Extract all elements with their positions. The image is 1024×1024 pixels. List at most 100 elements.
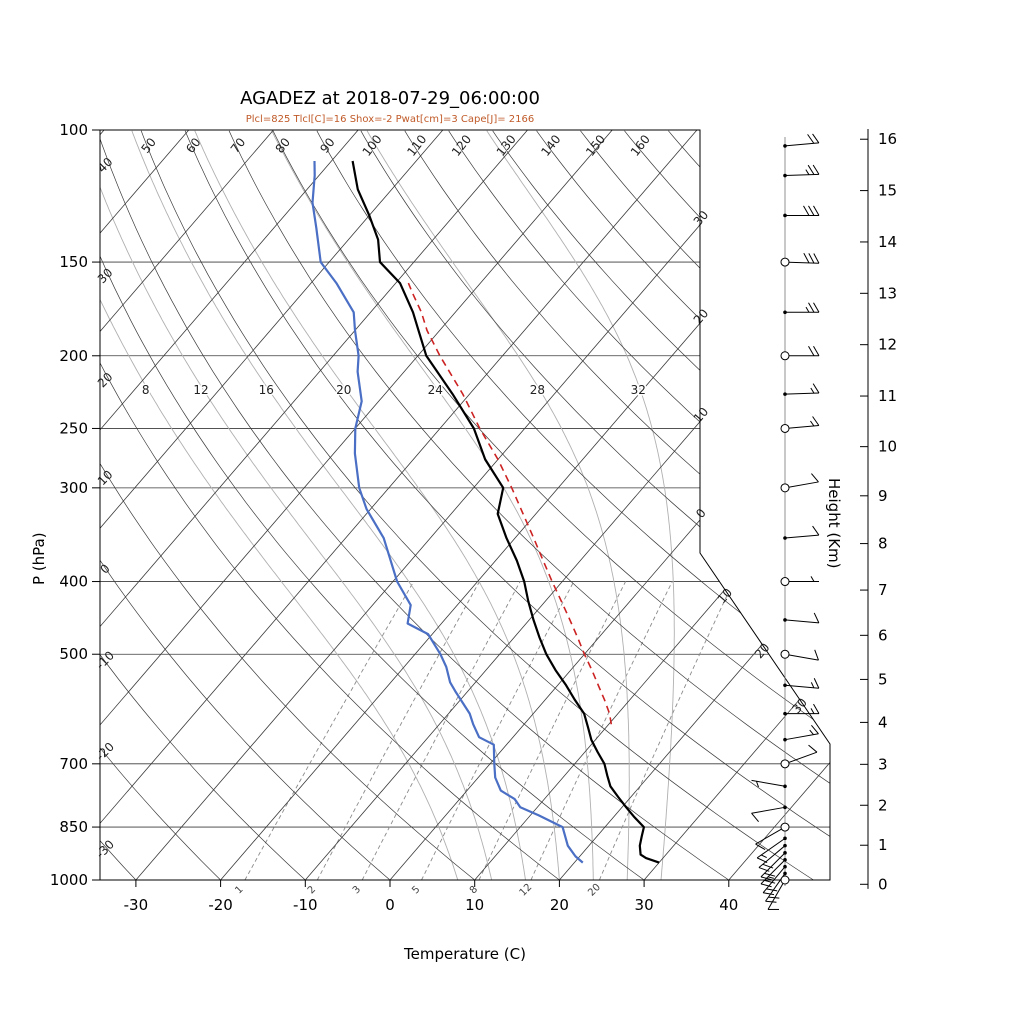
wind-barb — [756, 837, 786, 863]
height-tick-label: 16 — [878, 130, 897, 148]
wind-level-dot — [783, 618, 787, 622]
wind-level-dot — [783, 851, 787, 855]
wind-level-dot — [783, 737, 787, 742]
wind-barb — [751, 779, 786, 788]
wind-barb — [762, 866, 786, 896]
parcel-curve — [407, 282, 613, 725]
dry-adiabat-label: 10 — [95, 467, 116, 488]
wind-level-dot — [783, 871, 787, 876]
temperature-tick-label: 30 — [635, 896, 654, 914]
wind-level-circle — [780, 423, 790, 433]
mixing-ratio-label: 5 — [410, 884, 422, 896]
dry-adiabat-label: 140 — [538, 132, 563, 159]
moist-adiabat-lines — [100, 130, 675, 880]
temperature-curve — [351, 160, 660, 864]
moist-adiabat-label: 28 — [530, 383, 545, 397]
pressure-tick-label: 250 — [59, 419, 88, 437]
wind-barb — [784, 383, 820, 395]
height-tick-label: 14 — [878, 233, 897, 251]
skewt-background — [100, 130, 830, 880]
pressure-tick-label: 100 — [59, 121, 88, 139]
wind-level-dot — [783, 213, 787, 218]
wind-level-dot — [783, 173, 787, 178]
temperature-tick-label: -30 — [124, 896, 149, 914]
temperature-tick-label: 10 — [465, 896, 484, 914]
isotherm-edge-label: 20 — [691, 306, 712, 327]
wind-barb — [784, 649, 819, 661]
wind-level-dot — [783, 858, 787, 862]
pressure-tick-label: 150 — [59, 253, 88, 271]
wind-barb — [751, 806, 786, 822]
wind-barbs — [751, 133, 820, 910]
plot-border — [99, 129, 831, 881]
height-tick-label: 0 — [878, 875, 888, 893]
dry-adiabat-label: 90 — [317, 135, 337, 156]
chart-subtitle: Plcl=825 Tlcl[C]=16 Shox=-2 Pwat[cm]=3 C… — [245, 114, 535, 125]
dry-adiabat-label: 70 — [228, 135, 248, 156]
pressure-tick-label: 300 — [59, 479, 88, 497]
wind-barb — [758, 845, 786, 872]
wind-level-dot — [783, 310, 787, 315]
wind-level-dot — [783, 843, 787, 848]
mixing-ratio-label: 2 — [306, 884, 318, 896]
dry-adiabat-label: 130 — [494, 132, 519, 159]
wind-barb — [784, 473, 819, 489]
dry-adiabat-label: 150 — [583, 132, 608, 159]
height-tick-label: 2 — [878, 796, 888, 814]
height-tick-label: 4 — [878, 713, 888, 731]
wind-level-circle — [780, 649, 790, 659]
wind-barb — [784, 744, 818, 765]
pressure-tick-label: 850 — [59, 818, 88, 836]
wind-level-dot — [783, 864, 787, 869]
height-tick-label: 6 — [878, 626, 888, 644]
skewt-grid-labels: 1 2 3 5 8 12 208 12 16 20 24 28 32-30-20-10010203040… — [93, 132, 810, 898]
wind-level-dot — [783, 805, 787, 810]
wind-level-dot — [783, 392, 787, 396]
dry-adiabat-label: 50 — [139, 135, 159, 156]
wind-level-dot — [783, 836, 787, 841]
wind-level-circle — [780, 759, 790, 769]
wind-barb — [785, 576, 819, 583]
wind-barb — [784, 416, 820, 429]
wind-barb — [760, 859, 786, 888]
pressure-tick-label: 200 — [59, 347, 88, 365]
pressure-tick-label: 1000 — [50, 871, 88, 889]
dry-adiabat-label: 120 — [449, 132, 474, 159]
dry-adiabat-label: -10 — [93, 648, 117, 672]
moist-adiabat-label: 32 — [631, 383, 646, 397]
wind-level-circle — [780, 351, 790, 361]
dry-adiabat-label: 60 — [183, 135, 203, 156]
height-tick-label: 1 — [878, 836, 888, 854]
wind-barb — [785, 703, 820, 715]
isotherm-edge-label: 10 — [691, 405, 712, 426]
dry-adiabat-label: -30 — [93, 837, 117, 861]
wind-barb — [784, 133, 820, 147]
pressure-tick-label: 400 — [59, 573, 88, 591]
wind-level-circle — [780, 483, 790, 493]
mixing-ratio-label: 8 — [468, 884, 480, 896]
moist-adiabat-label: 12 — [193, 383, 208, 397]
height-tick-label: 11 — [878, 387, 897, 405]
wind-barb — [784, 525, 820, 539]
moist-adiabat-label: 16 — [259, 383, 274, 397]
temperature-tick-label: 20 — [550, 896, 569, 914]
wind-barb — [760, 852, 786, 881]
mixing-ratio-label: 1 — [233, 884, 245, 896]
wind-barb — [784, 164, 820, 177]
moist-adiabat-label: 20 — [336, 383, 351, 397]
temperature-tick-label: 40 — [719, 896, 738, 914]
moist-adiabat-label: 24 — [428, 383, 443, 397]
wind-barb — [784, 612, 820, 624]
wind-level-dot — [783, 784, 787, 789]
mixing-ratio-label: 3 — [351, 884, 363, 896]
pressure-tick-label: 500 — [59, 645, 88, 663]
pressure-tick-label: 700 — [59, 755, 88, 773]
wind-level-circle — [780, 822, 790, 832]
temperature-axis-label: Temperature (C) — [404, 945, 526, 963]
isotherm-lines — [100, 130, 830, 880]
wind-level-circle — [780, 577, 790, 587]
wind-level-circle — [780, 257, 790, 267]
height-tick-label: 10 — [878, 438, 897, 456]
chart-title: AGADEZ at 2018-07-29_06:00:00 — [240, 88, 540, 109]
